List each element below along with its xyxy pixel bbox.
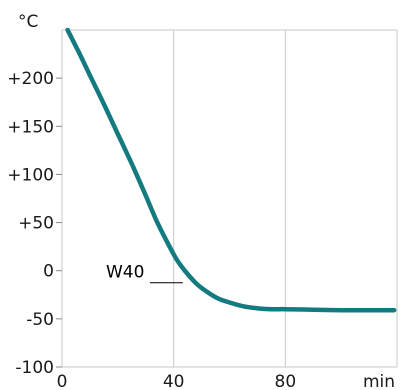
x-unit-label: min [363,372,395,390]
series-line-0 [65,27,397,313]
x-tick-label-40: 40 [163,372,185,390]
y-tick-label-+200: +200 [7,69,54,89]
series-layer [65,27,397,313]
x-tick-label-80: 80 [275,372,297,390]
y-tick-label-+100: +100 [7,165,54,185]
tick-labels: 0 40 80 +200 +150 +100 +50 0 -50 -100 [7,69,296,390]
y-tick-label-+150: +150 [7,117,54,137]
y-tick-label--100: -100 [15,358,54,378]
y-tick-label-0: 0 [43,262,54,282]
y-tick-label--50: -50 [26,310,54,330]
annotation-label-0: W40 [106,263,144,283]
annotation-layer: W40 [106,263,183,284]
x-tick-label-0: 0 [57,372,68,390]
y-unit-label: °C [18,12,38,32]
grid [56,29,398,368]
y-tick-label-+50: +50 [18,214,54,234]
